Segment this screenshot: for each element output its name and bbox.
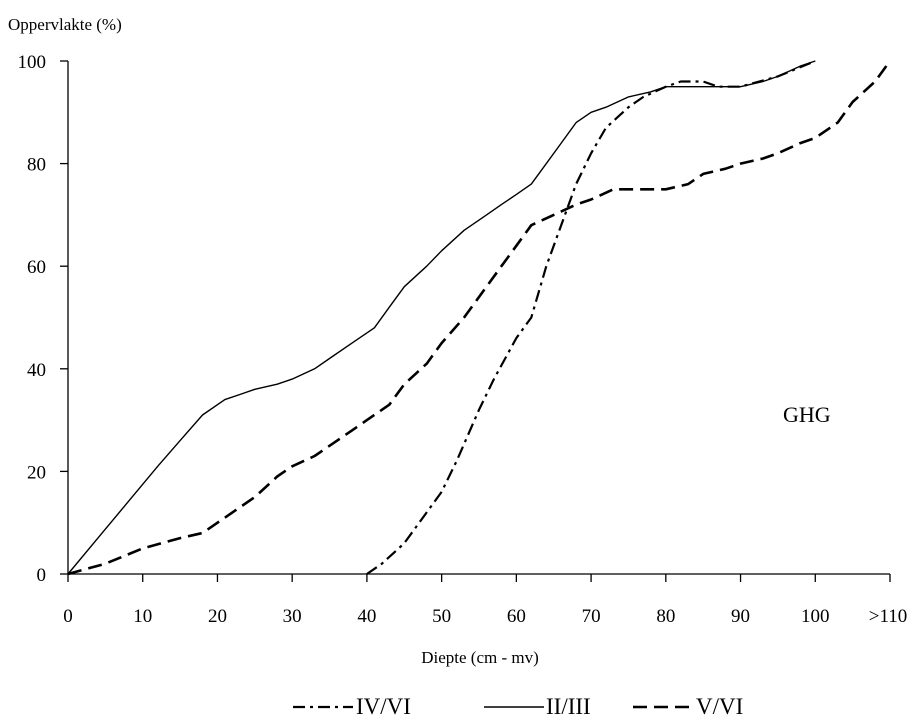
y-axis-label: Oppervlakte (%) <box>8 15 122 34</box>
plot-area: 0 20 40 60 80 100 0 10 20 30 40 50 60 70 80 90 100 >110 <box>18 52 908 627</box>
chart-annotation: GHG <box>783 402 831 427</box>
x-tick-label: 40 <box>357 606 376 627</box>
x-tick-label: 70 <box>582 606 601 627</box>
series-line-iv-vi <box>366 59 816 575</box>
x-tick-label: 100 <box>801 606 830 627</box>
series-line-v-vi <box>67 60 892 576</box>
y-tick-label: 40 <box>27 360 46 381</box>
x-tick-label: 60 <box>507 606 526 627</box>
series-line-ii-iii <box>67 60 816 575</box>
y-tick-label: 100 <box>18 52 47 73</box>
y-tick-label: 0 <box>37 565 47 586</box>
x-tick-label: 30 <box>283 606 302 627</box>
y-tick-label: 80 <box>27 155 46 176</box>
x-tick-label: 10 <box>133 606 152 627</box>
legend-label-v-vi: V/VI <box>696 694 743 719</box>
legend-label-ii-iii: II/III <box>546 694 591 719</box>
x-tick-label: 50 <box>432 606 451 627</box>
x-tick-label: 90 <box>731 606 750 627</box>
x-tick-label: >110 <box>869 606 908 627</box>
x-axis-label: Diepte (cm - mv) <box>421 648 539 667</box>
legend: IV/VI II/III V/VI <box>293 694 743 719</box>
x-tick-label: 20 <box>208 606 227 627</box>
x-tick-label: 0 <box>63 606 73 627</box>
legend-label-iv-vi: IV/VI <box>356 694 411 719</box>
y-tick-label: 60 <box>27 257 46 278</box>
x-tick-label: 80 <box>656 606 675 627</box>
y-tick-label: 20 <box>27 462 46 483</box>
